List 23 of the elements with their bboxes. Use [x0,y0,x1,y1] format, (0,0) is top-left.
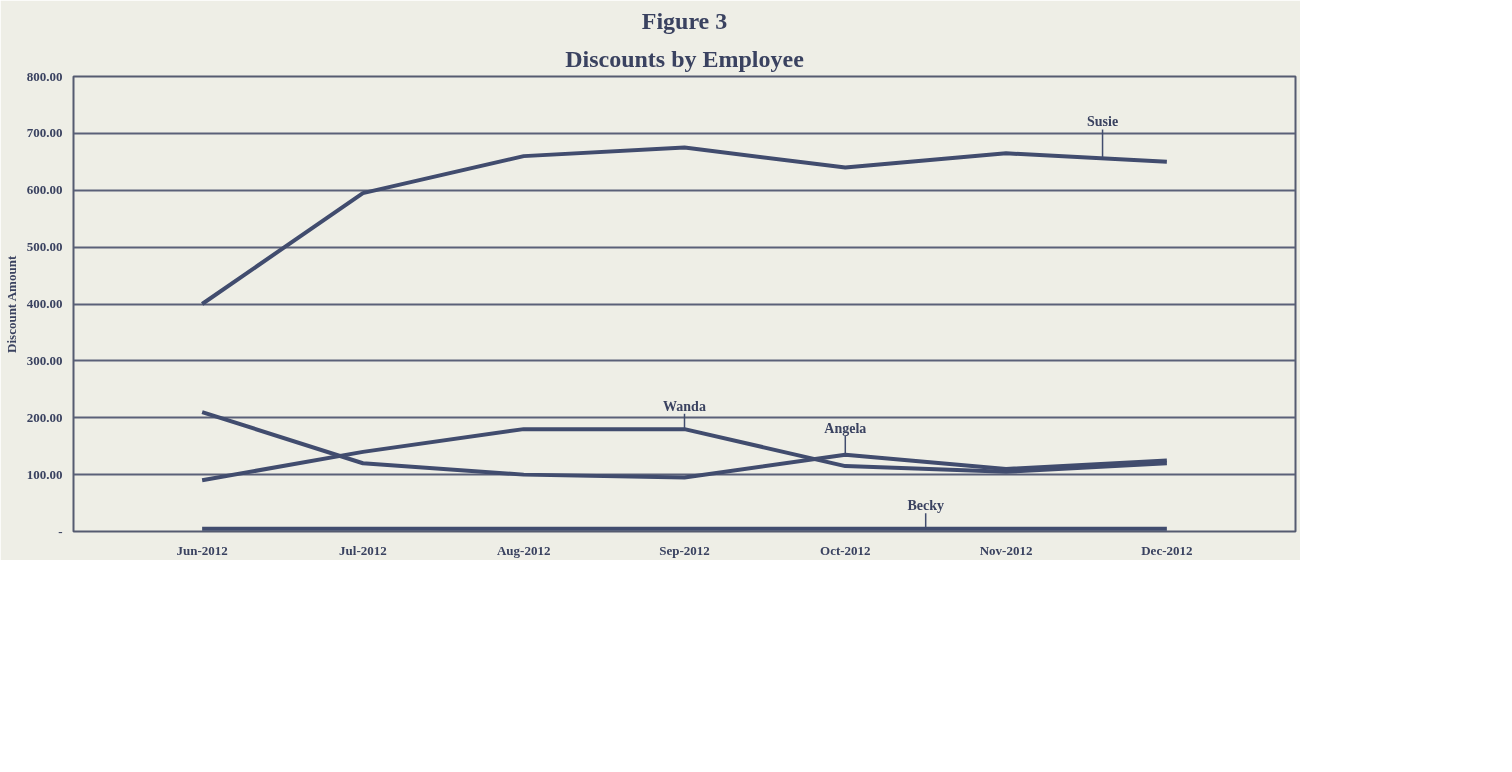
x-tick-label: Aug-2012 [496,542,551,558]
y-axis-title: Discount Amount [3,255,19,353]
y-tick-label: 200.00 [26,409,63,425]
series-label: Wanda [663,398,706,414]
x-tick-label: Jul-2012 [339,542,387,558]
y-tick-label: 100.00 [26,466,63,482]
chart-subtitle: Discounts by Employee [565,45,805,72]
x-tick-label: Oct-2012 [820,542,871,558]
x-tick-label: Sep-2012 [659,542,710,558]
y-tick-label: 700.00 [26,125,63,141]
y-tick-label: - [58,523,63,539]
x-tick-label: Nov-2012 [979,542,1033,558]
y-tick-label: 800.00 [26,68,63,84]
x-tick-label: Jun-2012 [176,542,228,558]
y-tick-label: 400.00 [26,296,63,311]
y-tick-label: 500.00 [26,239,63,255]
series-label: Becky [907,498,944,514]
text: Susie [1086,114,1119,130]
x-tick-label: Dec-2012 [1141,542,1193,558]
y-tick-label: 600.00 [26,182,63,198]
y-tick-label: 300.00 [26,352,63,368]
series-label: Angela [824,420,867,436]
chart-title: Figure 3 [641,7,728,34]
